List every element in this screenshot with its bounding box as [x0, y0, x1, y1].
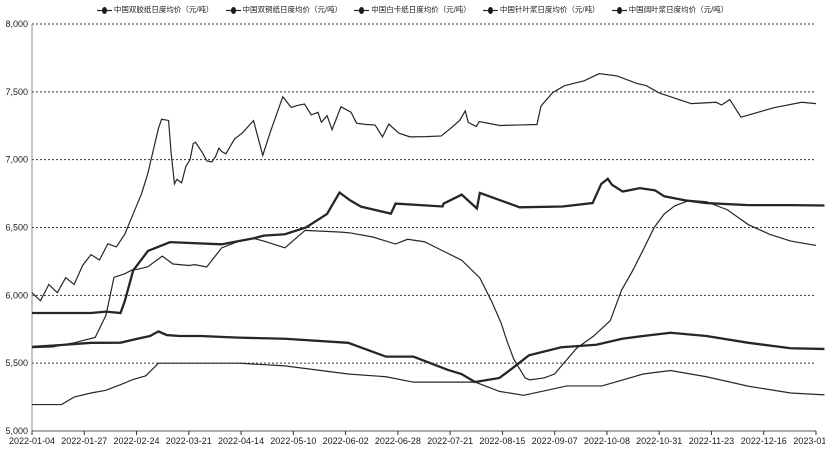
- svg-text:2022-08-15: 2022-08-15: [479, 436, 525, 446]
- svg-text:2022-07-21: 2022-07-21: [427, 436, 473, 446]
- svg-text:2022-04-14: 2022-04-14: [218, 436, 264, 446]
- svg-text:2022-05-10: 2022-05-10: [270, 436, 316, 446]
- svg-text:6,000: 6,000: [5, 290, 28, 300]
- svg-text:2022-06-02: 2022-06-02: [323, 436, 369, 446]
- svg-text:2023-01-11: 2023-01-11: [793, 436, 825, 446]
- svg-text:2022-01-04: 2022-01-04: [9, 436, 55, 446]
- svg-text:2022-02-24: 2022-02-24: [114, 436, 160, 446]
- svg-text:5,500: 5,500: [5, 358, 28, 368]
- svg-text:5,000: 5,000: [5, 426, 28, 436]
- svg-text:2022-10-08: 2022-10-08: [584, 436, 630, 446]
- svg-text:2022-11-23: 2022-11-23: [689, 436, 734, 446]
- svg-text:2022-10-31: 2022-10-31: [636, 436, 682, 446]
- svg-text:2022-01-27: 2022-01-27: [61, 436, 107, 446]
- svg-text:8,000: 8,000: [5, 19, 28, 29]
- svg-text:2022-12-16: 2022-12-16: [741, 436, 787, 446]
- svg-text:2022-09-07: 2022-09-07: [532, 436, 578, 446]
- svg-text:7,000: 7,000: [5, 155, 28, 165]
- svg-text:6,500: 6,500: [5, 223, 28, 233]
- svg-text:2022-03-21: 2022-03-21: [166, 436, 212, 446]
- svg-text:2022-06-28: 2022-06-28: [375, 436, 421, 446]
- svg-text:7,500: 7,500: [5, 87, 28, 97]
